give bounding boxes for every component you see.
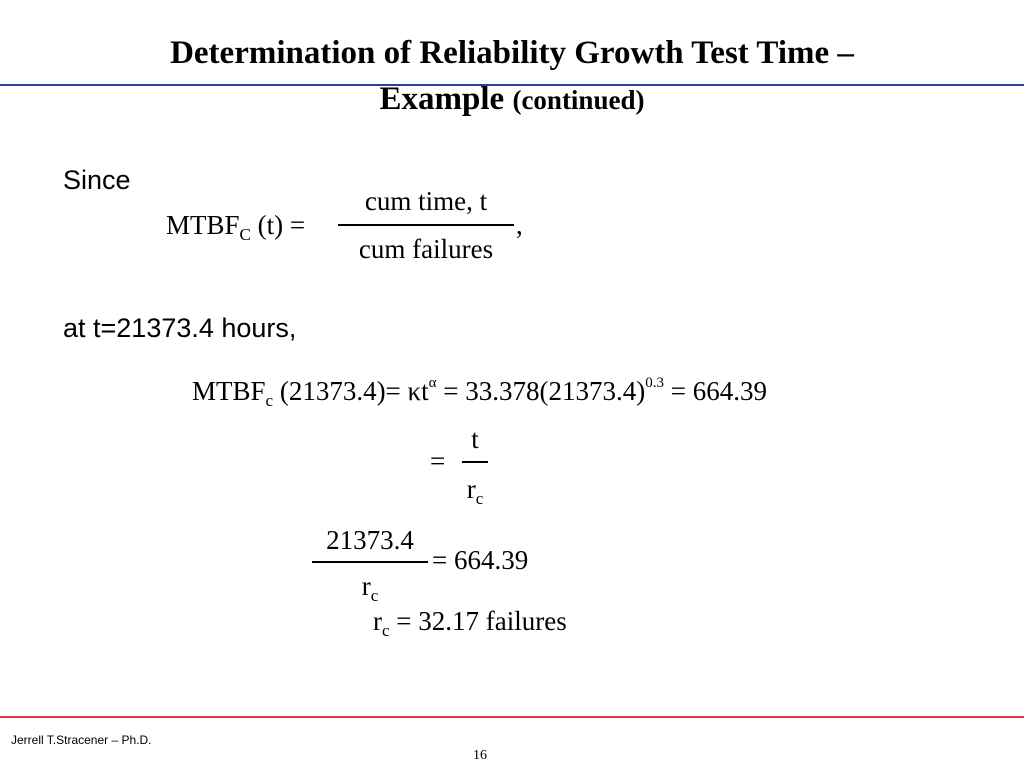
eq2: MTBFc (21373.4)= κtα = 33.378(21373.4)0.… [192, 368, 767, 416]
title-continued: (continued) [512, 85, 645, 115]
title-line-2: Example (continued) [0, 76, 1024, 123]
eq2-mid: = 33.378(21373.4) [443, 376, 646, 406]
footer-author: Jerrell T.Stracener – Ph.D. [11, 733, 152, 747]
eq2-mtbf: MTBF [192, 376, 266, 406]
since-text: Since [63, 165, 131, 195]
eq1-comma: , [516, 210, 523, 240]
eq2-alpha: α [428, 375, 437, 391]
eq4-denominator: rc [361, 571, 379, 605]
title-example: Example [379, 81, 505, 117]
eq1-fraction-bar [338, 224, 514, 226]
eq3-equals: = [430, 446, 446, 476]
title-line-1: Determination of Reliability Growth Test… [170, 35, 854, 71]
eq1-sub: C [239, 225, 251, 244]
eq4-rhs: = 664.39 [432, 545, 529, 575]
eq1-arg: (t) = [257, 210, 306, 240]
eq3-denominator: rc [466, 474, 484, 508]
eq1-lhs: MTBFC (t) = [166, 210, 305, 250]
eq1-denominator: cum failures [358, 234, 494, 264]
footer-divider [0, 716, 1024, 718]
eq4-fraction-bar [312, 561, 428, 563]
eq1-mtbf: MTBF [166, 210, 240, 240]
eq2-exponent: 0.3 [645, 375, 664, 391]
eq5-r: r [373, 606, 382, 636]
eq2-sub: c [265, 391, 274, 410]
eq5: rc = 32.17 failures [373, 606, 567, 646]
title-divider [0, 84, 1024, 86]
eq1-numerator: cum time, t [364, 186, 488, 216]
eq2-result: = 664.39 [670, 376, 767, 406]
eq2-arg: (21373.4)= κt [279, 376, 429, 406]
page-number: 16 [473, 748, 487, 763]
eq3-numerator: t [471, 424, 479, 454]
at-time-text: at t=21373.4 hours, [63, 313, 297, 343]
eq5-sub: c [382, 621, 390, 640]
eq4-numerator: 21373.4 [326, 525, 414, 555]
eq5-rhs: = 32.17 failures [396, 606, 567, 636]
eq3-fraction-bar [462, 461, 488, 463]
slide-title: Determination of Reliability Growth Test… [0, 30, 1024, 123]
